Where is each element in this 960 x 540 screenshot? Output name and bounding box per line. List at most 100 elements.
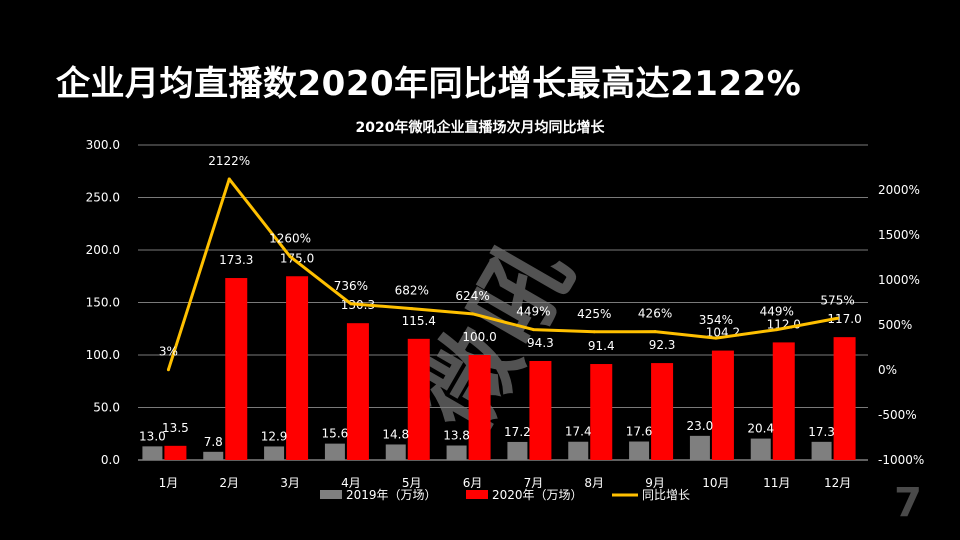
bar-2019 xyxy=(568,441,589,460)
y2-tick-label: 0% xyxy=(878,363,897,377)
x-tick-label: 4月 xyxy=(341,476,361,490)
data-label-2019: 17.4 xyxy=(565,425,592,439)
growth-label: 2122% xyxy=(208,154,250,168)
growth-point xyxy=(288,255,292,259)
data-label-2019: 17.6 xyxy=(626,425,653,439)
data-label-2020: 13.5 xyxy=(162,421,189,435)
bar-2019 xyxy=(750,438,771,460)
x-tick-label: 10月 xyxy=(702,476,729,490)
x-tick-label: 12月 xyxy=(824,476,851,490)
x-tick-label: 8月 xyxy=(584,476,604,490)
data-label-2019: 13.8 xyxy=(443,429,470,443)
growth-point xyxy=(166,368,170,372)
bar-2020 xyxy=(164,445,187,460)
bar-2020 xyxy=(651,363,674,460)
data-label-2020: 117.0 xyxy=(827,312,861,326)
y2-tick-label: 500% xyxy=(878,318,912,332)
data-label-2019: 17.2 xyxy=(504,425,531,439)
data-label-2019: 14.8 xyxy=(382,427,409,441)
legend-label-2020: 2020年（万场） xyxy=(492,488,583,502)
chart-title: 2020年微吼企业直播场次月均同比增长 xyxy=(355,120,605,136)
data-label-2020: 92.3 xyxy=(649,338,676,352)
bar-2019 xyxy=(689,435,710,460)
bar-2019 xyxy=(629,441,650,460)
growth-label: 624% xyxy=(455,289,489,303)
bar-2019 xyxy=(446,445,467,460)
growth-point xyxy=(775,328,779,332)
bar-2020 xyxy=(711,350,734,460)
legend-label-growth: 同比增长 xyxy=(642,488,690,502)
legend-label-2019: 2019年（万场） xyxy=(346,488,437,502)
y-tick-label: 100.0 xyxy=(86,348,120,362)
data-label-2019: 23.0 xyxy=(687,419,714,433)
y2-tick-label: 1000% xyxy=(878,273,920,287)
growth-label: 425% xyxy=(577,307,611,321)
y2-tick-label: 1500% xyxy=(878,228,920,242)
data-label-2019: 13.0 xyxy=(139,429,166,443)
legend-swatch-2019 xyxy=(320,490,342,499)
x-tick-label: 3月 xyxy=(280,476,300,490)
growth-label: 575% xyxy=(820,293,854,307)
bar-2019 xyxy=(811,441,832,460)
growth-point xyxy=(653,330,657,334)
growth-label: 3% xyxy=(159,345,178,359)
bar-2019 xyxy=(507,441,528,460)
bar-2020 xyxy=(468,355,491,460)
bar-2019 xyxy=(264,446,285,460)
legend-swatch-2020 xyxy=(466,490,488,499)
x-tick-label: 2月 xyxy=(219,476,239,490)
x-tick-label: 6月 xyxy=(463,476,483,490)
data-label-2019: 15.6 xyxy=(322,427,349,441)
y2-tick-label: -1000% xyxy=(878,453,924,467)
y2-tick-label: 2000% xyxy=(878,183,920,197)
growth-point xyxy=(714,336,718,340)
growth-point xyxy=(410,307,414,311)
x-tick-label: 11月 xyxy=(763,476,790,490)
growth-label: 449% xyxy=(760,305,794,319)
growth-point xyxy=(836,316,840,320)
y-tick-label: 250.0 xyxy=(86,191,120,205)
growth-label: 354% xyxy=(699,313,733,327)
bar-2020 xyxy=(590,364,613,460)
growth-point xyxy=(531,328,535,332)
y-tick-label: 0.0 xyxy=(101,453,120,467)
growth-label: 1260% xyxy=(269,232,311,246)
growth-line xyxy=(166,177,838,371)
data-label-2020: 94.3 xyxy=(527,336,554,350)
x-tick-label: 7月 xyxy=(524,476,544,490)
bar-2020 xyxy=(833,337,856,460)
y-tick-label: 50.0 xyxy=(93,401,120,415)
bar-2020 xyxy=(772,342,795,460)
bar-2020 xyxy=(407,338,430,460)
page-number: 7 xyxy=(894,480,922,526)
growth-label: 682% xyxy=(395,284,429,298)
bar-2019 xyxy=(324,443,345,460)
bar-2019 xyxy=(203,451,224,460)
y-tick-label: 150.0 xyxy=(86,296,120,310)
x-tick-label: 9月 xyxy=(645,476,665,490)
growth-point xyxy=(592,330,596,334)
data-label-2019: 17.3 xyxy=(808,425,835,439)
bar-2020 xyxy=(286,276,309,460)
bar-2020 xyxy=(225,278,248,460)
data-label-2020: 115.4 xyxy=(402,314,436,328)
bar-2019 xyxy=(142,446,163,460)
growth-label: 426% xyxy=(638,307,672,321)
bar-2020 xyxy=(346,323,369,460)
y2-tick-label: -500% xyxy=(878,408,917,422)
growth-point xyxy=(349,302,353,306)
growth-point xyxy=(471,312,475,316)
x-tick-label: 5月 xyxy=(402,476,422,490)
x-tick-label: 1月 xyxy=(159,476,179,490)
growth-label: 736% xyxy=(334,279,368,293)
data-label-2019: 7.8 xyxy=(204,435,223,449)
slide-title: 企业月均直播数2020年同比增长最高达2122% xyxy=(56,64,802,104)
data-label-2020: 100.0 xyxy=(462,330,496,344)
y-tick-label: 300.0 xyxy=(86,138,120,152)
y-tick-label: 200.0 xyxy=(86,243,120,257)
data-label-2019: 12.9 xyxy=(261,429,288,443)
bar-2020 xyxy=(529,360,552,460)
data-label-2020: 173.3 xyxy=(219,253,253,267)
bar-2019 xyxy=(385,444,406,460)
